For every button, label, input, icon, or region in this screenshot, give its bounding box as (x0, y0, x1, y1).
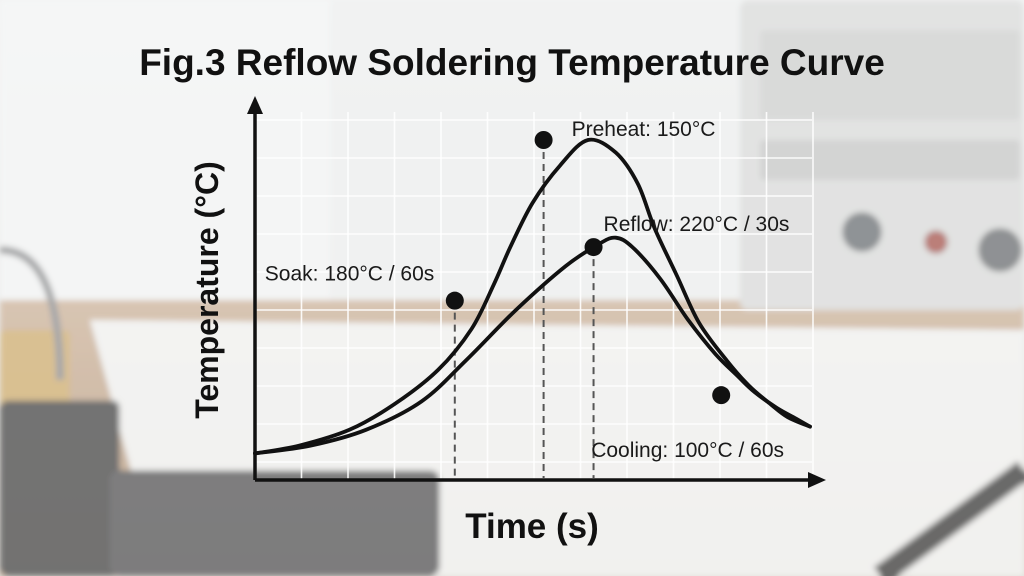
grid (255, 112, 814, 480)
chart-title: Fig.3 Reflow Soldering Temperature Curve (139, 42, 885, 83)
data-label: Preheat: 150°C (572, 118, 716, 141)
data-label: Soak: 180°C / 60s (265, 263, 435, 286)
y-axis-arrow (247, 96, 263, 114)
data-point-marker (712, 386, 731, 405)
x-axis-arrow (808, 472, 826, 488)
guide-lines (453, 140, 595, 478)
data-label: Reflow: 220°C / 30s (604, 213, 790, 236)
data-point-marker (584, 238, 603, 257)
x-axis-label: Time (s) (465, 507, 599, 546)
data-label: Cooling: 100°C / 60s (591, 439, 784, 462)
series-layer (253, 137, 812, 456)
series-line-2 (253, 235, 812, 456)
y-axis-label: Temperature (°C) (189, 161, 225, 419)
data-point-marker (445, 291, 464, 310)
data-point-marker (534, 131, 553, 149)
markers-layer: Soak: 180°C / 60s Preheat: 150°C Reflow: 2… (265, 118, 790, 462)
